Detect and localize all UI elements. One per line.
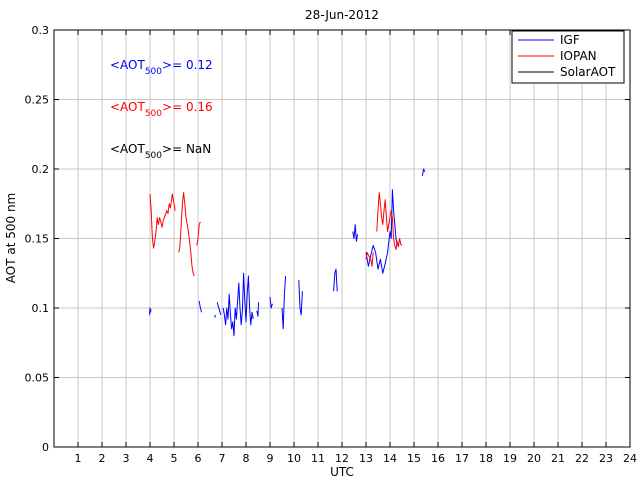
series-line [178, 192, 195, 277]
y-tick-label: 0.3 [32, 24, 50, 37]
legend-label: IGF [560, 33, 580, 47]
series-line [421, 168, 426, 176]
series-line [196, 221, 201, 246]
annotation-prefix: <AOT [110, 100, 145, 114]
x-tick-label: 2 [99, 452, 106, 465]
ticks: 1 2 3 4 5 6 7 8 9 10 11 12 13 14 15 16 17 18 19 20 21 22 23 240… [25, 24, 638, 465]
series-line [298, 280, 303, 316]
annotation-subscript: 500 [145, 151, 162, 161]
legend-items: IGF IOPAN SolarAOT [518, 33, 616, 79]
x-tick-label: 6 [195, 452, 202, 465]
annotation-prefix: <AOT [110, 58, 145, 72]
x-tick-label: 11 [311, 452, 325, 465]
annotation-mean-aot: <AOT500>= 0.16 [110, 100, 213, 119]
series-line [365, 251, 374, 267]
chart-title: 28-Jun-2012 [305, 8, 379, 22]
annotations: <AOT500>= 0.12<AOT500>= 0.16<AOT500>= Na… [110, 58, 213, 161]
y-tick-label: 0.2 [32, 163, 50, 176]
x-tick-label: 12 [335, 452, 349, 465]
annotation-mean-aot: <AOT500>= 0.12 [110, 58, 213, 77]
series-line [365, 189, 398, 274]
x-tick-label: 7 [219, 452, 226, 465]
series-line [376, 192, 403, 251]
series-line [256, 302, 259, 317]
y-tick-label: 0 [42, 441, 49, 454]
y-axis-label: AOT at 500 nm [4, 193, 18, 283]
x-tick-label: 19 [503, 452, 517, 465]
series-igf [149, 168, 426, 337]
annotation-value: >= 0.12 [162, 58, 213, 72]
annotation-value: >= 0.16 [162, 100, 213, 114]
x-tick-label: 8 [243, 452, 250, 465]
x-tick-label: 1 [75, 452, 82, 465]
x-tick-label: 9 [267, 452, 274, 465]
annotation-subscript: 500 [145, 67, 162, 77]
series-line [198, 301, 203, 313]
x-tick-label: 10 [287, 452, 301, 465]
y-tick-label: 0.25 [25, 94, 50, 107]
y-tick-label: 0.15 [25, 233, 50, 246]
annotation-value: >= NaN [162, 142, 211, 156]
series-layer [149, 168, 426, 337]
x-tick-label: 21 [551, 452, 565, 465]
x-axis-label: UTC [330, 465, 354, 479]
x-tick-label: 15 [407, 452, 421, 465]
series-line [269, 296, 273, 309]
x-tick-label: 16 [431, 452, 445, 465]
x-tick-label: 5 [171, 452, 178, 465]
series-line [149, 307, 152, 315]
legend-label: IOPAN [560, 49, 597, 63]
annotation-subscript: 500 [145, 109, 162, 119]
legend-label: SolarAOT [560, 65, 616, 79]
x-tick-label: 18 [479, 452, 493, 465]
annotation-prefix: <AOT [110, 142, 145, 156]
x-tick-label: 22 [575, 452, 589, 465]
series-line [352, 224, 359, 242]
x-tick-label: 3 [123, 452, 130, 465]
x-tick-label: 20 [527, 452, 541, 465]
legend: IGF IOPAN SolarAOT [511, 30, 625, 84]
y-tick-label: 0.05 [25, 372, 50, 385]
series-line [216, 302, 222, 316]
x-tick-label: 4 [147, 452, 154, 465]
series-line [214, 314, 216, 318]
grid [54, 30, 630, 447]
x-tick-label: 17 [455, 452, 469, 465]
series-iopan [149, 192, 403, 277]
x-tick-label: 13 [359, 452, 373, 465]
series-line [333, 268, 338, 292]
series-line [281, 275, 287, 330]
series-line [222, 272, 254, 337]
y-tick-label: 0.1 [32, 302, 50, 315]
series-line [149, 193, 176, 249]
x-tick-label: 14 [383, 452, 397, 465]
x-tick-label: 23 [599, 452, 613, 465]
annotation-mean-aot: <AOT500>= NaN [110, 142, 211, 161]
x-tick-label: 24 [623, 452, 637, 465]
